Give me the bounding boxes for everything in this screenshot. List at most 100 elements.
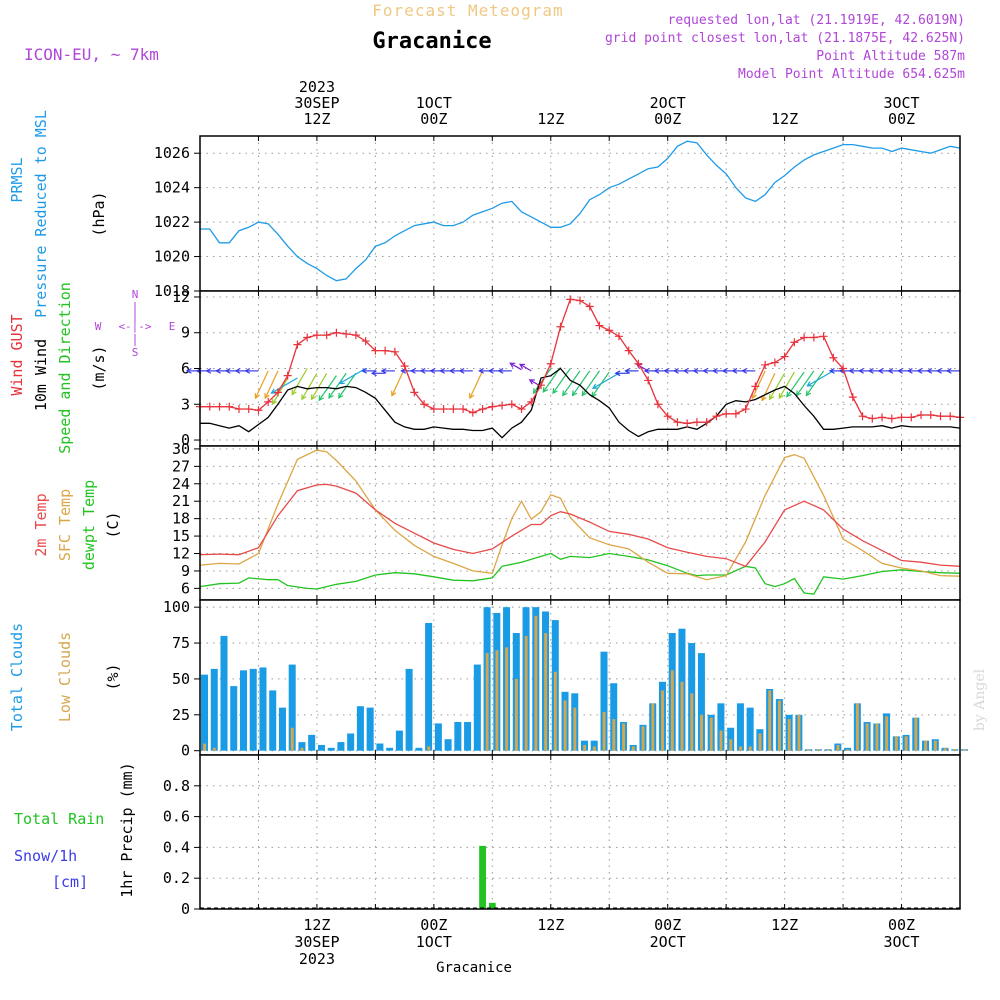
total-cloud-bar — [434, 723, 442, 751]
gust-marker — [507, 400, 516, 409]
wind-vector-head — [624, 367, 631, 374]
top-time-label: 2OCT — [650, 94, 686, 112]
gust-marker — [624, 346, 633, 355]
gust-marker — [722, 409, 731, 418]
gust-marker — [605, 326, 614, 335]
wind-vector-head — [214, 367, 221, 374]
product-title: Forecast Meteogram — [372, 1, 563, 20]
wind-vector — [562, 370, 581, 396]
wind-vector — [807, 370, 834, 387]
gust-marker — [585, 302, 594, 311]
pressure-label: PRMSL — [8, 157, 26, 202]
top-time-label: 00Z — [420, 110, 447, 128]
total-cloud-bar — [395, 730, 403, 751]
wind-vector — [552, 368, 571, 394]
bottom-time-label: 00Z — [888, 916, 915, 934]
gust-marker — [887, 414, 896, 423]
y-tick-label: 75 — [172, 634, 190, 652]
gust-marker — [595, 321, 604, 330]
gust-marker — [332, 328, 341, 337]
wind-vector-head — [291, 389, 297, 396]
low-cloud-bar — [427, 746, 431, 751]
clouds-unit: (%) — [104, 663, 122, 690]
low-cloud-bar — [914, 717, 918, 751]
sfc-temp-label: SFC Temp — [56, 489, 74, 561]
gust-marker — [234, 405, 243, 414]
gust-marker — [351, 331, 360, 340]
wind-vector — [761, 373, 776, 401]
low-cloud-bar — [836, 744, 840, 751]
gust-marker — [751, 382, 760, 391]
wind-vector — [509, 362, 522, 371]
low-cloud-bar — [300, 747, 304, 751]
dewpoint-line — [199, 552, 961, 595]
dewpt-label: dewpt Temp — [80, 480, 98, 570]
wind-vector-head — [731, 367, 738, 374]
gust-marker — [390, 347, 399, 356]
wind-vector-head — [916, 367, 923, 374]
gust-marker — [702, 418, 711, 427]
wind-vector-head — [419, 367, 426, 374]
y-tick-label: 1026 — [154, 144, 190, 162]
low-cloud-bar — [748, 746, 752, 751]
gust-marker — [225, 402, 234, 411]
bottom-time-label: 12Z — [771, 916, 798, 934]
gust-marker — [917, 411, 926, 419]
y-tick-label: 15 — [172, 527, 190, 545]
low-cloud-bar — [485, 653, 489, 751]
wind-vector-head — [439, 367, 446, 374]
y-tick-label: 9 — [181, 324, 190, 342]
gust-marker — [848, 393, 857, 402]
total-cloud-bar — [298, 742, 306, 751]
wind-vector-head — [867, 367, 874, 374]
total-cloud-bar — [473, 664, 481, 751]
low-cloud-bar — [807, 749, 811, 751]
wind-unit: (m/s) — [90, 345, 108, 390]
low-cloud-bar — [963, 749, 967, 751]
wind-vector-head — [528, 379, 535, 385]
y-tick-label: 21 — [172, 492, 190, 510]
gust-marker — [683, 419, 692, 428]
wind-vector-head — [936, 367, 942, 374]
wind-vector-head — [653, 367, 660, 374]
gust-marker — [244, 405, 253, 414]
wind-vector-head — [458, 367, 465, 374]
low-cloud-bar — [534, 615, 538, 751]
wind-vector-head — [478, 367, 484, 374]
gust-marker — [634, 359, 643, 368]
gust-marker — [800, 333, 809, 342]
gust-marker — [556, 322, 565, 331]
top-time-label: 12Z — [537, 110, 564, 128]
gust-marker — [692, 418, 701, 427]
gust-marker — [342, 329, 351, 338]
wind-vector — [519, 363, 532, 372]
wind-vector-head — [337, 392, 344, 399]
wind-vector-head — [778, 393, 784, 400]
low-cloud-bar — [729, 739, 733, 751]
wind-vector-head — [205, 367, 212, 374]
wind-vector-head — [185, 367, 192, 374]
wind-vector-head — [926, 367, 933, 374]
top-time-label: 00Z — [654, 110, 681, 128]
wind-vector-head — [487, 367, 494, 374]
y-tick-label: 0.2 — [163, 869, 190, 887]
total-cloud-bar — [278, 707, 286, 751]
y-tick-label: 1018 — [154, 282, 190, 300]
total-cloud-bar — [220, 635, 228, 751]
gust-marker — [459, 405, 468, 414]
wind-vector — [796, 370, 815, 396]
low-cloud-bar — [894, 736, 898, 751]
y-tick-label: 0.6 — [163, 808, 190, 826]
wind-vector-head — [542, 386, 549, 393]
wind-vector-head — [361, 367, 368, 374]
total-cloud-bar — [717, 703, 725, 751]
wind-vector — [572, 370, 591, 396]
footer-location: Gracanice — [436, 960, 512, 976]
wind-vector-head — [448, 367, 455, 374]
low-cloud-bar — [846, 749, 850, 751]
y-tick-label: 1020 — [154, 248, 190, 266]
top-time-label: 12Z — [303, 110, 330, 128]
y-tick-label: 25 — [172, 706, 190, 724]
gust-marker — [264, 397, 273, 406]
